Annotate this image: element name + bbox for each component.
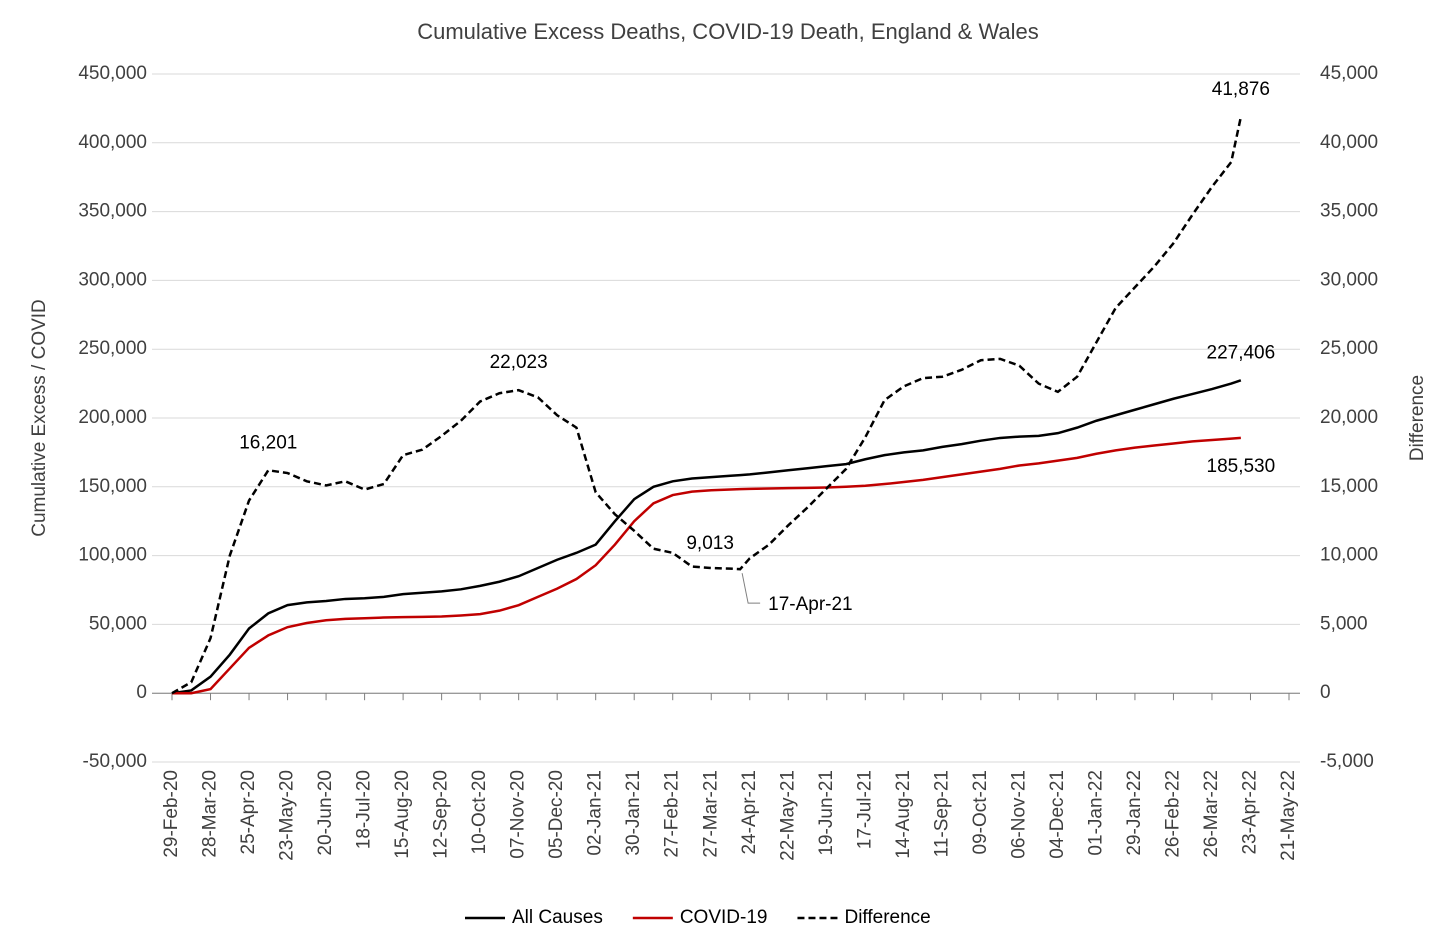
- x-tick-label: 10-Oct-20: [469, 770, 490, 854]
- y2-tick-label: -5,000: [1320, 751, 1374, 772]
- x-tick-label: 21-May-22: [1278, 770, 1299, 861]
- x-tick-label: 25-Apr-20: [238, 770, 259, 855]
- series-line: [172, 436, 1241, 695]
- y-axis-label: Cumulative Excess / COVID: [29, 299, 50, 537]
- y2-tick-label: 40,000: [1320, 132, 1378, 153]
- y-tick-label: 450,000: [78, 63, 147, 84]
- x-tick-label: 30-Jan-21: [623, 770, 644, 856]
- x-tick-label: 29-Jan-22: [1124, 770, 1145, 856]
- x-tick-label: 27-Mar-21: [700, 770, 721, 858]
- data-label: 22,023: [490, 352, 548, 373]
- legend-label: COVID-19: [680, 907, 768, 928]
- y-tick-label: 200,000: [78, 407, 147, 428]
- y2-tick-label: 5,000: [1320, 613, 1368, 634]
- x-tick-label: 19-Jun-21: [816, 770, 837, 856]
- y-tick-label: 350,000: [78, 201, 147, 222]
- y2-tick-label: 25,000: [1320, 338, 1378, 359]
- x-tick-label: 29-Feb-20: [161, 770, 182, 858]
- x-tick-label: 24-Apr-21: [739, 770, 760, 855]
- y2-tick-label: 20,000: [1320, 407, 1378, 428]
- chart-title: Cumulative Excess Deaths, COVID-19 Death…: [417, 19, 1039, 44]
- y-tick-label: 50,000: [89, 613, 147, 634]
- x-tick-label: 20-Jun-20: [315, 770, 336, 856]
- legend-label: Difference: [844, 907, 930, 928]
- x-tick-label: 07-Nov-20: [508, 770, 529, 859]
- y-tick-label: 100,000: [78, 545, 147, 566]
- y-tick-label: -50,000: [83, 751, 147, 772]
- x-tick-label: 02-Jan-21: [585, 770, 606, 856]
- y-tick-label: 400,000: [78, 132, 147, 153]
- x-tick-label: 17-Jul-21: [854, 770, 875, 849]
- x-tick-label: 26-Mar-22: [1201, 770, 1222, 858]
- x-tick-label: 11-Sep-21: [931, 770, 952, 857]
- y2-axis-label: Difference: [1407, 375, 1428, 461]
- x-tick-label: 04-Dec-21: [1047, 770, 1068, 859]
- data-label: 185,530: [1207, 456, 1276, 477]
- y2-tick-label: 45,000: [1320, 63, 1378, 84]
- data-label: 9,013: [686, 533, 734, 554]
- x-tick-label: 05-Dec-20: [546, 770, 567, 859]
- y2-tick-label: 10,000: [1320, 545, 1378, 566]
- x-tick-label: 26-Feb-22: [1162, 770, 1183, 858]
- callout-label: 17-Apr-21: [768, 594, 853, 615]
- x-tick-label: 06-Nov-21: [1008, 770, 1029, 859]
- callout-line: [741, 573, 761, 604]
- x-tick-label: 15-Aug-20: [392, 770, 413, 859]
- y2-tick-label: 35,000: [1320, 201, 1378, 222]
- x-tick-label: 23-May-20: [277, 770, 298, 861]
- x-tick-label: 27-Feb-21: [662, 770, 683, 858]
- y-tick-label: 300,000: [78, 269, 147, 290]
- x-tick-label: 12-Sep-20: [431, 770, 452, 859]
- data-label: 227,406: [1207, 342, 1276, 363]
- y-tick-label: 250,000: [78, 338, 147, 359]
- y-tick-label: 0: [136, 682, 147, 703]
- series-line: [171, 379, 1242, 695]
- y2-tick-label: 0: [1320, 682, 1331, 703]
- y2-tick-label: 15,000: [1320, 476, 1378, 497]
- legend-label: All Causes: [512, 907, 603, 928]
- data-label: 41,876: [1212, 79, 1270, 100]
- x-tick-label: 22-May-21: [777, 770, 798, 861]
- x-tick-label: 09-Oct-21: [970, 770, 991, 854]
- x-tick-label: 14-Aug-21: [893, 770, 914, 859]
- series-line: [171, 116, 1243, 695]
- y-tick-label: 150,000: [78, 476, 147, 497]
- y2-tick-label: 30,000: [1320, 269, 1378, 290]
- x-tick-label: 01-Jan-22: [1085, 770, 1106, 856]
- x-tick-label: 28-Mar-20: [200, 770, 221, 858]
- data-label: 16,201: [239, 432, 297, 453]
- x-tick-label: 18-Jul-20: [354, 770, 375, 849]
- x-tick-label: 23-Apr-22: [1239, 770, 1260, 855]
